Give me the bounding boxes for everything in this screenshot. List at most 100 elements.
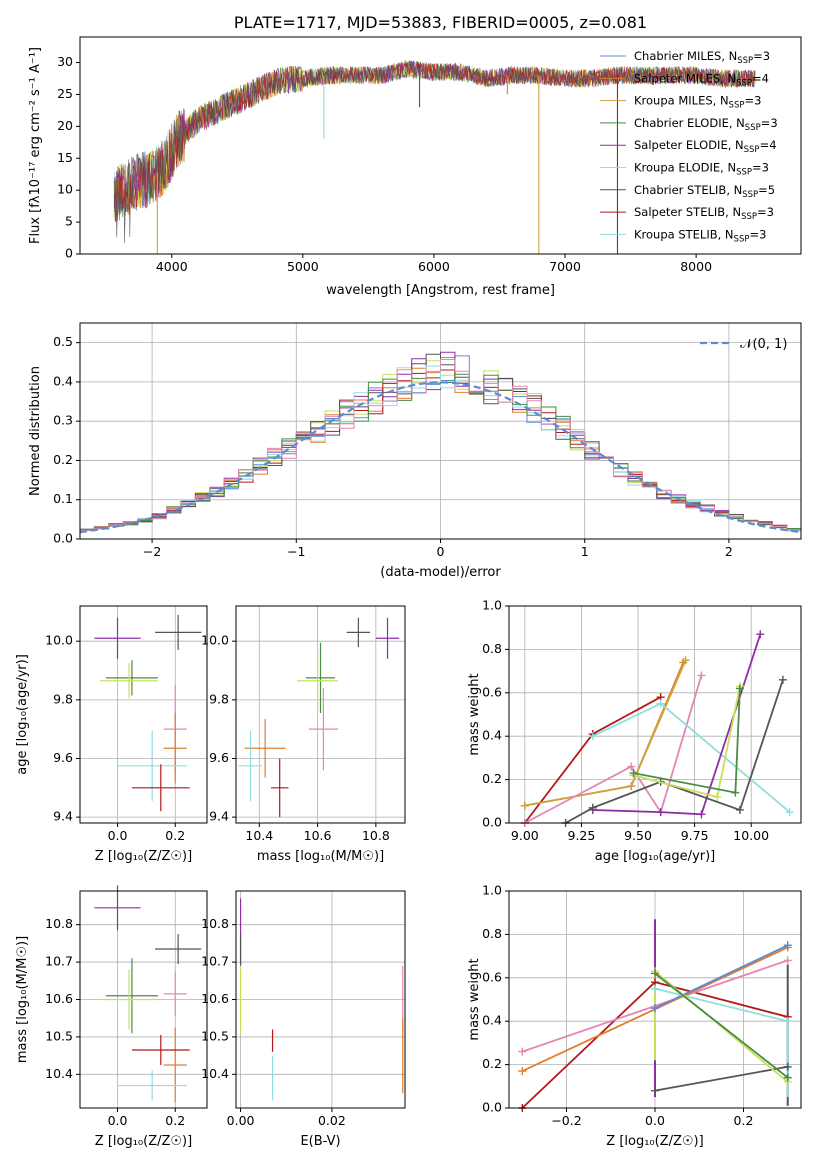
x-tick-label: −0.2 [551, 1113, 581, 1128]
x-tick-label: −1 [287, 544, 305, 559]
legend-subscript: SSP [737, 56, 753, 66]
legend-subscript: SSP [744, 145, 760, 155]
legend-label: 𝒩(0, 1) [740, 337, 787, 352]
y-tick-label: 5 [65, 214, 73, 229]
spectrum-chabrier_stelib [113, 60, 756, 243]
weight-marker [697, 671, 706, 680]
y-tick-label: 10.0 [45, 633, 73, 648]
y-tick-label: 10.0 [201, 633, 229, 648]
y-tick-label: 30 [57, 54, 73, 69]
axes-frame-2 [79, 605, 208, 824]
weight-marker [627, 782, 636, 791]
y-tick-label: 0.1 [53, 491, 73, 506]
weight-marker [783, 1017, 792, 1026]
y-tick-label: 10.5 [201, 1028, 229, 1043]
y-tick-label: 20 [57, 118, 73, 133]
weight-marker [651, 1004, 659, 1013]
y-axis-label: mass weight [467, 673, 482, 755]
legend-value: =3 [761, 116, 778, 130]
x-tick-label: 0.0 [108, 1113, 128, 1128]
y-tick-label: 0.4 [482, 1013, 502, 1028]
y-tick-label: 15 [57, 150, 73, 165]
weight-marker [651, 1086, 659, 1095]
x-tick-label: 0.02 [318, 1113, 346, 1128]
y-tick-label: 0.0 [482, 815, 502, 830]
y-tick-label: 1.0 [482, 598, 502, 613]
y-tick-label: 25 [57, 86, 73, 101]
y-tick-label: 0.4 [53, 373, 73, 388]
x-tick-label: 0.2 [165, 1113, 185, 1128]
weight-marker [651, 969, 659, 978]
x-tick-label: 5000 [287, 259, 319, 274]
weight-marker [588, 732, 597, 741]
legend-value: =3 [744, 94, 761, 108]
legend-label: Kroupa ELODIE, NSSP=3 [634, 161, 769, 178]
weight-marker [783, 956, 792, 965]
x-tick-label: −2 [143, 544, 161, 559]
x-axis-label: age [log₁₀(age/yr)] [595, 849, 716, 864]
y-axis-label: mass weight [467, 958, 482, 1040]
y-tick-label: 10.6 [45, 991, 73, 1006]
x-axis-label: (data-model)/error [380, 565, 501, 580]
weight-marker [783, 1062, 792, 1071]
weight-marker [518, 1067, 527, 1076]
weight-marker [783, 941, 792, 950]
axes-frame-0 [79, 36, 802, 255]
y-tick-label: 0.6 [482, 969, 502, 984]
y-tick-label: 10.8 [201, 916, 229, 931]
weight-marker [520, 801, 529, 810]
x-tick-label: 9.25 [568, 828, 596, 843]
y-tick-label: 1.0 [482, 883, 502, 898]
weight-line [565, 679, 784, 824]
legend-subscript: SSP [734, 234, 750, 244]
y-tick-label: 10.7 [201, 954, 229, 969]
weight-line [592, 633, 762, 816]
axes-frame-5 [79, 890, 208, 1109]
y-axis-label: Flux [fλ10⁻¹⁷ erg cm⁻² s⁻¹ A⁻¹] [28, 47, 43, 244]
x-tick-label: 1 [581, 544, 589, 559]
legend-label: Chabrier MILES, NSSP=3 [634, 49, 770, 66]
x-tick-label: 0.0 [645, 1113, 665, 1128]
x-tick-label: 0.2 [734, 1113, 754, 1128]
weight-line [524, 662, 685, 807]
legend-label: Kroupa MILES, NSSP=3 [634, 94, 761, 111]
legend-label: Chabrier ELODIE, NSSP=3 [634, 116, 778, 133]
legend-value: =4 [752, 71, 769, 85]
y-tick-label: 0.4 [482, 728, 502, 743]
normal-curve [79, 381, 802, 534]
weight-marker [783, 1073, 792, 1082]
weight-marker [681, 656, 690, 665]
y-tick-label: 0.2 [482, 771, 502, 786]
weight-marker [627, 762, 636, 771]
y-axis-label: Normed distribution [28, 366, 43, 496]
legend-label: Kroupa STELIB, NSSP=3 [634, 227, 766, 244]
y-tick-label: 0.8 [482, 926, 502, 941]
y-tick-label: 10.4 [45, 1066, 73, 1081]
y-tick-label: 0.2 [53, 452, 73, 467]
y-tick-label: 10 [57, 182, 73, 197]
x-tick-label: 7000 [549, 259, 581, 274]
weight-marker [629, 769, 638, 778]
y-tick-label: 0.6 [482, 684, 502, 699]
weight-marker [735, 805, 744, 814]
x-tick-label: 0.0 [108, 828, 128, 843]
legend-subscript: SSP [741, 212, 757, 222]
axes-frame-7 [508, 890, 802, 1109]
weight-line [524, 675, 703, 824]
x-axis-label: mass [log₁₀(M/M☉)] [257, 849, 384, 864]
y-tick-label: 10.8 [45, 916, 73, 931]
weight-marker [656, 808, 665, 817]
y-tick-label: 0.2 [482, 1056, 502, 1071]
legend-subscript: SSP [745, 123, 761, 133]
legend-value: =3 [749, 227, 766, 241]
legend-value: =3 [757, 205, 774, 219]
y-tick-label: 9.8 [53, 691, 73, 706]
legend-subscript: SSP [736, 78, 752, 88]
chart-title: PLATE=1717, MJD=53883, FIBERID=0005, z=0… [234, 13, 647, 32]
x-tick-label: 9.50 [624, 828, 652, 843]
y-tick-label: 0 [65, 246, 73, 261]
weight-line [654, 944, 789, 1010]
y-tick-label: 0.0 [482, 1100, 502, 1115]
x-axis-label: E(B-V) [300, 1134, 340, 1149]
histogram-pink [80, 359, 801, 531]
